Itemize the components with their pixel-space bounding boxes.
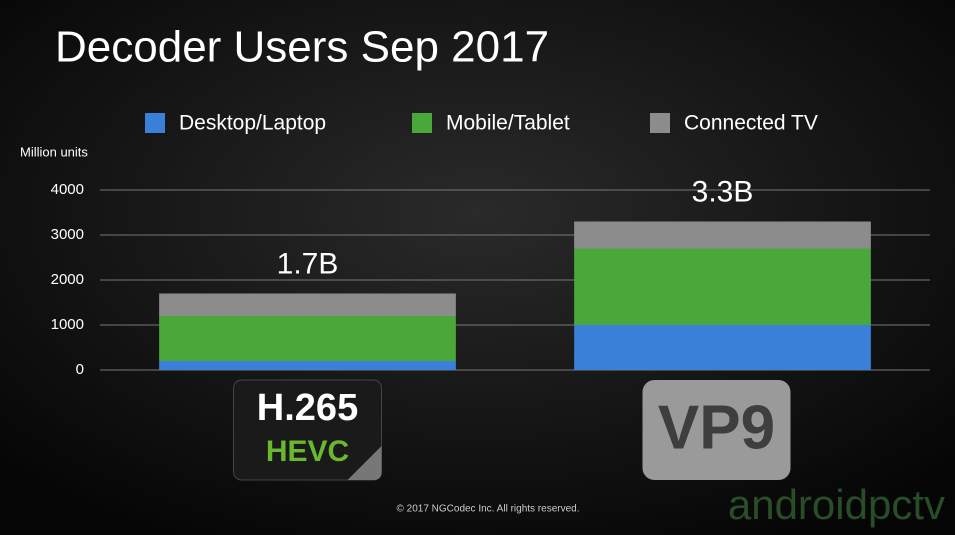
bar-segment <box>574 221 871 249</box>
bar-segment <box>159 316 456 361</box>
total-label: 1.7B <box>277 247 339 280</box>
bar-segment <box>574 248 871 325</box>
category-logo-corner <box>347 446 382 480</box>
legend-label: Mobile/Tablet <box>446 112 570 135</box>
y-tick-label: 2000 <box>51 271 84 288</box>
category-label: VP9 <box>658 393 775 462</box>
legend-label: Connected TV <box>684 112 818 135</box>
total-label: 3.3B <box>692 175 754 208</box>
legend-swatch <box>412 113 432 133</box>
category-label: H.265 <box>257 387 358 429</box>
y-axis-label: Million units <box>20 144 88 159</box>
legend-swatch <box>145 113 165 133</box>
category-logo-box <box>642 380 791 480</box>
bar-segment <box>574 325 871 370</box>
chart-title: Decoder Users Sep 2017 <box>55 23 549 72</box>
legend-label: Desktop/Laptop <box>179 112 326 135</box>
legend-swatch <box>650 113 670 133</box>
y-tick-label: 1000 <box>51 316 84 333</box>
y-tick-label: 0 <box>76 361 84 378</box>
category-label: HEVC <box>266 435 349 468</box>
bar-segment <box>159 361 456 370</box>
y-tick-label: 4000 <box>51 181 84 198</box>
bar-segment <box>159 293 456 316</box>
watermark: androidpctv <box>728 481 945 528</box>
footer: © 2017 NGCodec Inc. All rights reserved. <box>396 504 579 515</box>
y-tick-label: 3000 <box>51 226 84 243</box>
category-logo-box <box>233 379 382 481</box>
